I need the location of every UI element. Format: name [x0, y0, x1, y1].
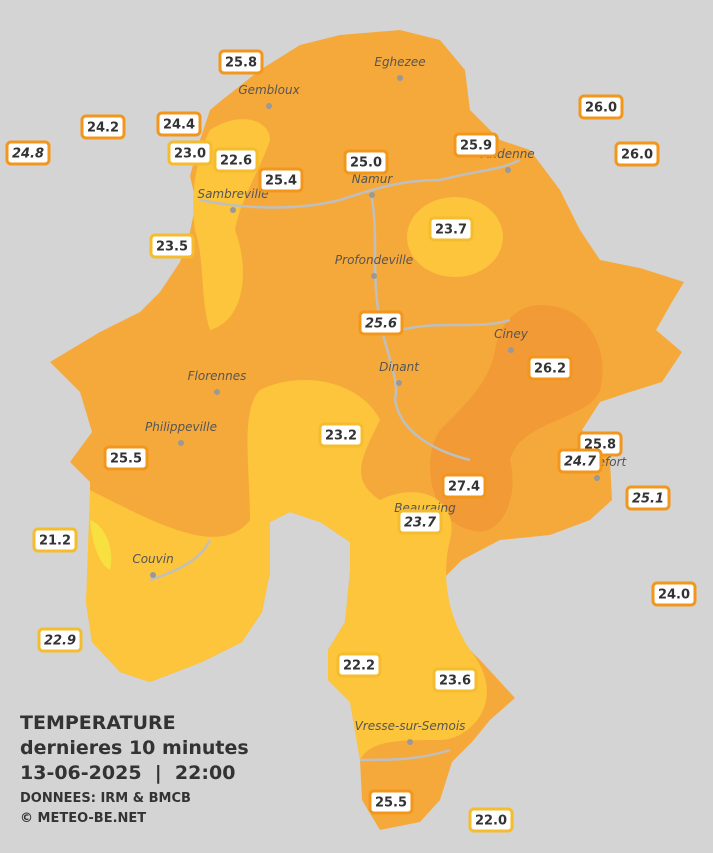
legend-credit: © METEO-BE.NET: [20, 811, 147, 826]
station-temperature: 26.0: [585, 101, 617, 116]
station-temperature: 24.4: [163, 118, 195, 133]
station-box: [32, 527, 78, 553]
town-dot: [397, 75, 403, 81]
station-box: [149, 233, 195, 259]
town-label: Florennes: [188, 369, 247, 383]
station-box: [557, 448, 603, 474]
station-temperature: 27.4: [448, 480, 480, 495]
station-box: [318, 422, 364, 448]
station-temperature: 26.2: [534, 362, 566, 377]
station-temperature: 22.2: [343, 659, 375, 674]
station-box: [37, 627, 83, 653]
legend-subtitle: dernieres 10 minutes: [20, 737, 249, 759]
station-box: [80, 114, 126, 140]
station-box: [5, 140, 51, 166]
town-label: Dinant: [379, 360, 420, 374]
station-box: [103, 445, 149, 471]
station-box: [651, 581, 697, 607]
cool-zone: [86, 380, 487, 760]
town-dot: [594, 475, 600, 481]
station-box: [625, 485, 671, 511]
town-dot: [230, 207, 236, 213]
station-box: [358, 310, 404, 336]
town-dot: [178, 440, 184, 446]
town-label: Gembloux: [238, 83, 300, 97]
town-dot: [396, 380, 402, 386]
town-label: Philippeville: [145, 420, 217, 434]
station-box: [432, 667, 478, 693]
legend-datetime: 13-06-2025 | 22:00: [20, 762, 236, 784]
town-label: Sambreville: [197, 187, 268, 201]
station-box: [428, 216, 474, 242]
town-dot: [266, 103, 272, 109]
station-temperature: 23.5: [156, 240, 188, 255]
station-temperature: 22.0: [475, 814, 507, 829]
station-temperature: 23.7: [404, 516, 437, 531]
station-box: [527, 355, 573, 381]
station-box: [336, 652, 382, 678]
town-dot: [371, 273, 377, 279]
town-label: Namur: [352, 172, 394, 186]
station-temperature: 23.7: [435, 223, 467, 238]
station-temperature: 26.0: [621, 148, 653, 163]
station-temperature: 23.2: [325, 429, 357, 444]
station-temperature: 22.9: [44, 634, 76, 649]
station-temperature: 25.4: [265, 174, 297, 189]
town-dot: [150, 572, 156, 578]
town-dot: [505, 167, 511, 173]
station-box: [368, 789, 414, 815]
station-temperature: 24.7: [564, 455, 597, 470]
station-box: [397, 509, 443, 535]
station-temperature: 24.0: [658, 588, 690, 603]
town-dot: [508, 347, 514, 353]
station-temperature: 25.0: [350, 156, 382, 171]
station-temperature: 22.6: [220, 154, 252, 169]
legend-source: DONNEES: IRM & BMCB: [20, 791, 191, 806]
station-box: [258, 167, 304, 193]
station-temperature: 25.9: [460, 139, 492, 154]
town-label: Profondeville: [335, 253, 413, 267]
station-temperature: 23.0: [174, 147, 206, 162]
station-temperature: 25.1: [632, 492, 664, 507]
station-temperature: 25.6: [365, 317, 397, 332]
station-temperature: 24.2: [87, 121, 119, 136]
town-label: Ciney: [494, 327, 529, 341]
station-box: [343, 149, 389, 175]
station-box: [218, 49, 264, 75]
station-temperature: 25.5: [375, 796, 407, 811]
station-box: [167, 140, 213, 166]
station-box: [468, 807, 514, 833]
town-dot: [407, 739, 413, 745]
station-temperature: 25.5: [110, 452, 142, 467]
cool-zone: [90, 520, 112, 570]
river: [149, 158, 521, 762]
town-label: Couvin: [132, 552, 173, 566]
station-temperature: 21.2: [39, 534, 71, 549]
town-dot: [369, 192, 375, 198]
station-temperature: 23.6: [439, 674, 471, 689]
town-label: Eghezee: [374, 55, 425, 69]
station-box: [156, 111, 202, 137]
station-box: [453, 132, 499, 158]
station-temperature: 25.8: [225, 56, 257, 71]
station-temperature: 24.8: [12, 147, 44, 162]
town-label: Vresse-sur-Semois: [355, 719, 466, 733]
station-box: [578, 94, 624, 120]
station-box: [441, 473, 487, 499]
town-dot: [214, 389, 220, 395]
station-box: [213, 147, 259, 173]
station-box: [614, 141, 660, 167]
legend-title: TEMPERATURE: [20, 712, 176, 734]
